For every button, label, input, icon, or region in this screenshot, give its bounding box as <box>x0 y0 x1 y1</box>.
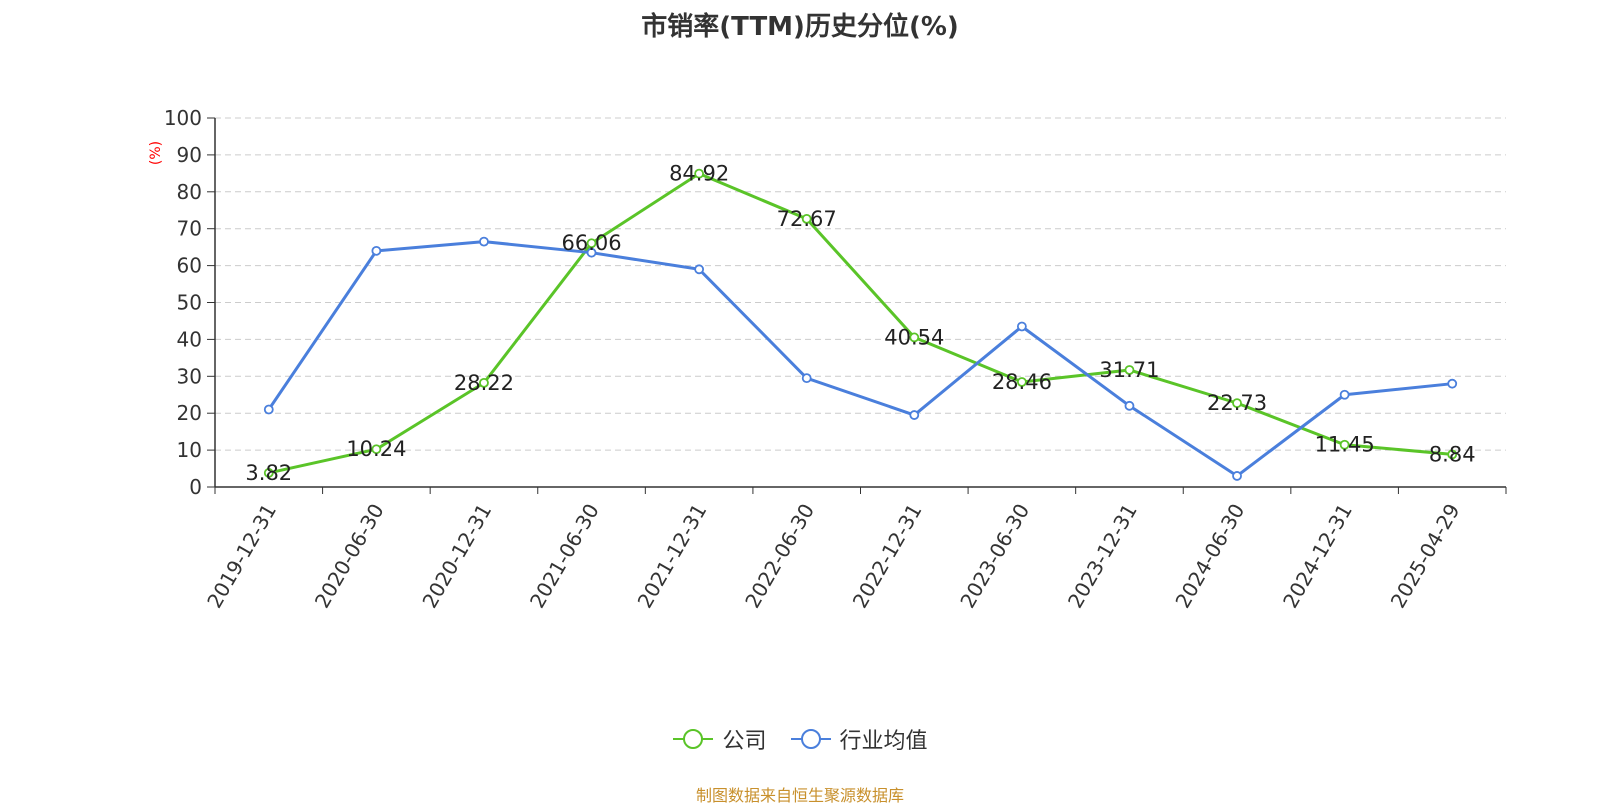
series-lines <box>263 168 1458 481</box>
legend-industry-marker-icon <box>790 729 831 749</box>
series-1-point-1 <box>371 245 382 256</box>
data-label-0-8: 31.71 <box>1099 358 1159 382</box>
series-0-point-11 <box>1447 449 1458 460</box>
y-tick-label-100: 100 <box>164 106 202 130</box>
series-1-point-5 <box>801 373 812 384</box>
axes: 0 10 20 30 40 50 60 70 80 90 100(%) 2019-12-31 2020-… <box>148 106 1507 613</box>
series-1-point-7 <box>1016 321 1027 332</box>
legend-label-company: 公司 <box>722 729 767 754</box>
series-1-point-9 <box>1232 471 1242 481</box>
legend-label-industry-avg: 行业均值 <box>839 729 928 754</box>
y-tick-label-60: 60 <box>177 254 202 278</box>
y-tick-label-80: 80 <box>177 180 202 204</box>
series-1-point-4 <box>694 264 705 275</box>
legend: 公司 行业均值 <box>0 723 1600 757</box>
series-0-point-7 <box>1016 377 1027 387</box>
series-0-point-6 <box>909 332 920 343</box>
data-label-0-2: 28.22 <box>454 371 514 395</box>
series-1-point-8 <box>1124 400 1135 411</box>
x-tick-label-2024-06-30: 2024-06-30 <box>1170 500 1249 613</box>
y-axis-title: (%) <box>148 141 164 165</box>
series-0-point-8 <box>1124 365 1135 375</box>
data-labels: 3.82 10.24 28.22 66.06 84.92 72.67 40.54 28.46 3… <box>245 162 1475 485</box>
x-tick-label-2023-06-30: 2023-06-30 <box>955 500 1034 613</box>
chart-title: 市销率(TTM)历史分位(%) <box>641 12 959 42</box>
series-0-point-4 <box>694 168 705 179</box>
series-line-0 <box>268 172 1453 475</box>
y-tick-label-90: 90 <box>177 143 202 167</box>
y-tick-label-30: 30 <box>177 364 202 388</box>
x-tick-label-2023-12-31: 2023-12-31 <box>1063 500 1142 613</box>
x-tick-label-2025-04-29: 2025-04-29 <box>1386 500 1465 613</box>
series-1-point-0 <box>263 404 274 415</box>
series-0-point-10 <box>1339 439 1350 450</box>
data-label-0-7: 28.46 <box>992 370 1052 394</box>
x-tick-label-2021-06-30: 2021-06-30 <box>525 500 604 613</box>
x-tick-label-2020-12-31: 2020-12-31 <box>417 500 496 613</box>
series-0-point-0 <box>263 468 274 478</box>
data-label-0-1: 10.24 <box>346 437 406 461</box>
series-0-point-9 <box>1232 398 1242 409</box>
series-0-point-1 <box>371 444 382 455</box>
data-label-0-4: 84.92 <box>669 162 729 186</box>
x-tick-label-2024-12-31: 2024-12-31 <box>1278 500 1357 613</box>
series-0-point-5 <box>801 213 812 224</box>
series-0-point-2 <box>479 377 489 388</box>
y-tick-label-70: 70 <box>177 217 202 241</box>
y-tick-label-20: 20 <box>177 401 202 425</box>
x-tick-label-2019-12-31: 2019-12-31 <box>202 500 281 613</box>
y-tick-label-0: 0 <box>189 475 202 499</box>
x-tick-label-2020-06-30: 2020-06-30 <box>310 500 389 613</box>
data-label-0-6: 40.54 <box>884 325 944 349</box>
series-1-point-2 <box>479 236 489 247</box>
series-1-point-11 <box>1447 378 1458 389</box>
data-label-0-3: 66.06 <box>561 231 621 255</box>
x-tick-label-2022-06-30: 2022-06-30 <box>740 500 819 613</box>
y-tick-label-50: 50 <box>177 291 202 315</box>
data-label-0-0: 3.82 <box>245 461 292 485</box>
grid-lines <box>215 117 1506 451</box>
series-line-1 <box>267 240 1453 478</box>
series-1-point-3 <box>586 247 597 258</box>
legend-item-industry-avg[interactable]: 行业均值 <box>790 723 928 755</box>
data-label-0-9: 22.73 <box>1207 391 1267 415</box>
y-tick-label-40: 40 <box>177 327 202 351</box>
series-1-point-10 <box>1339 389 1350 400</box>
data-label-0-11: 8.84 <box>1429 442 1476 466</box>
y-tick-label-10: 10 <box>177 438 202 462</box>
series-0-point-3 <box>586 238 597 249</box>
x-tick-label-2021-12-31: 2021-12-31 <box>633 500 712 613</box>
x-tick-label-2022-12-31: 2022-12-31 <box>848 500 927 613</box>
series-1-point-6 <box>909 410 920 420</box>
legend-item-company[interactable]: 公司 <box>672 723 767 755</box>
data-label-0-10: 11.45 <box>1315 433 1375 457</box>
legend-company-marker-icon <box>673 729 714 749</box>
data-label-0-5: 72.67 <box>777 207 837 231</box>
source-note: 制图数据来自恒生聚源数据库 <box>695 786 904 805</box>
